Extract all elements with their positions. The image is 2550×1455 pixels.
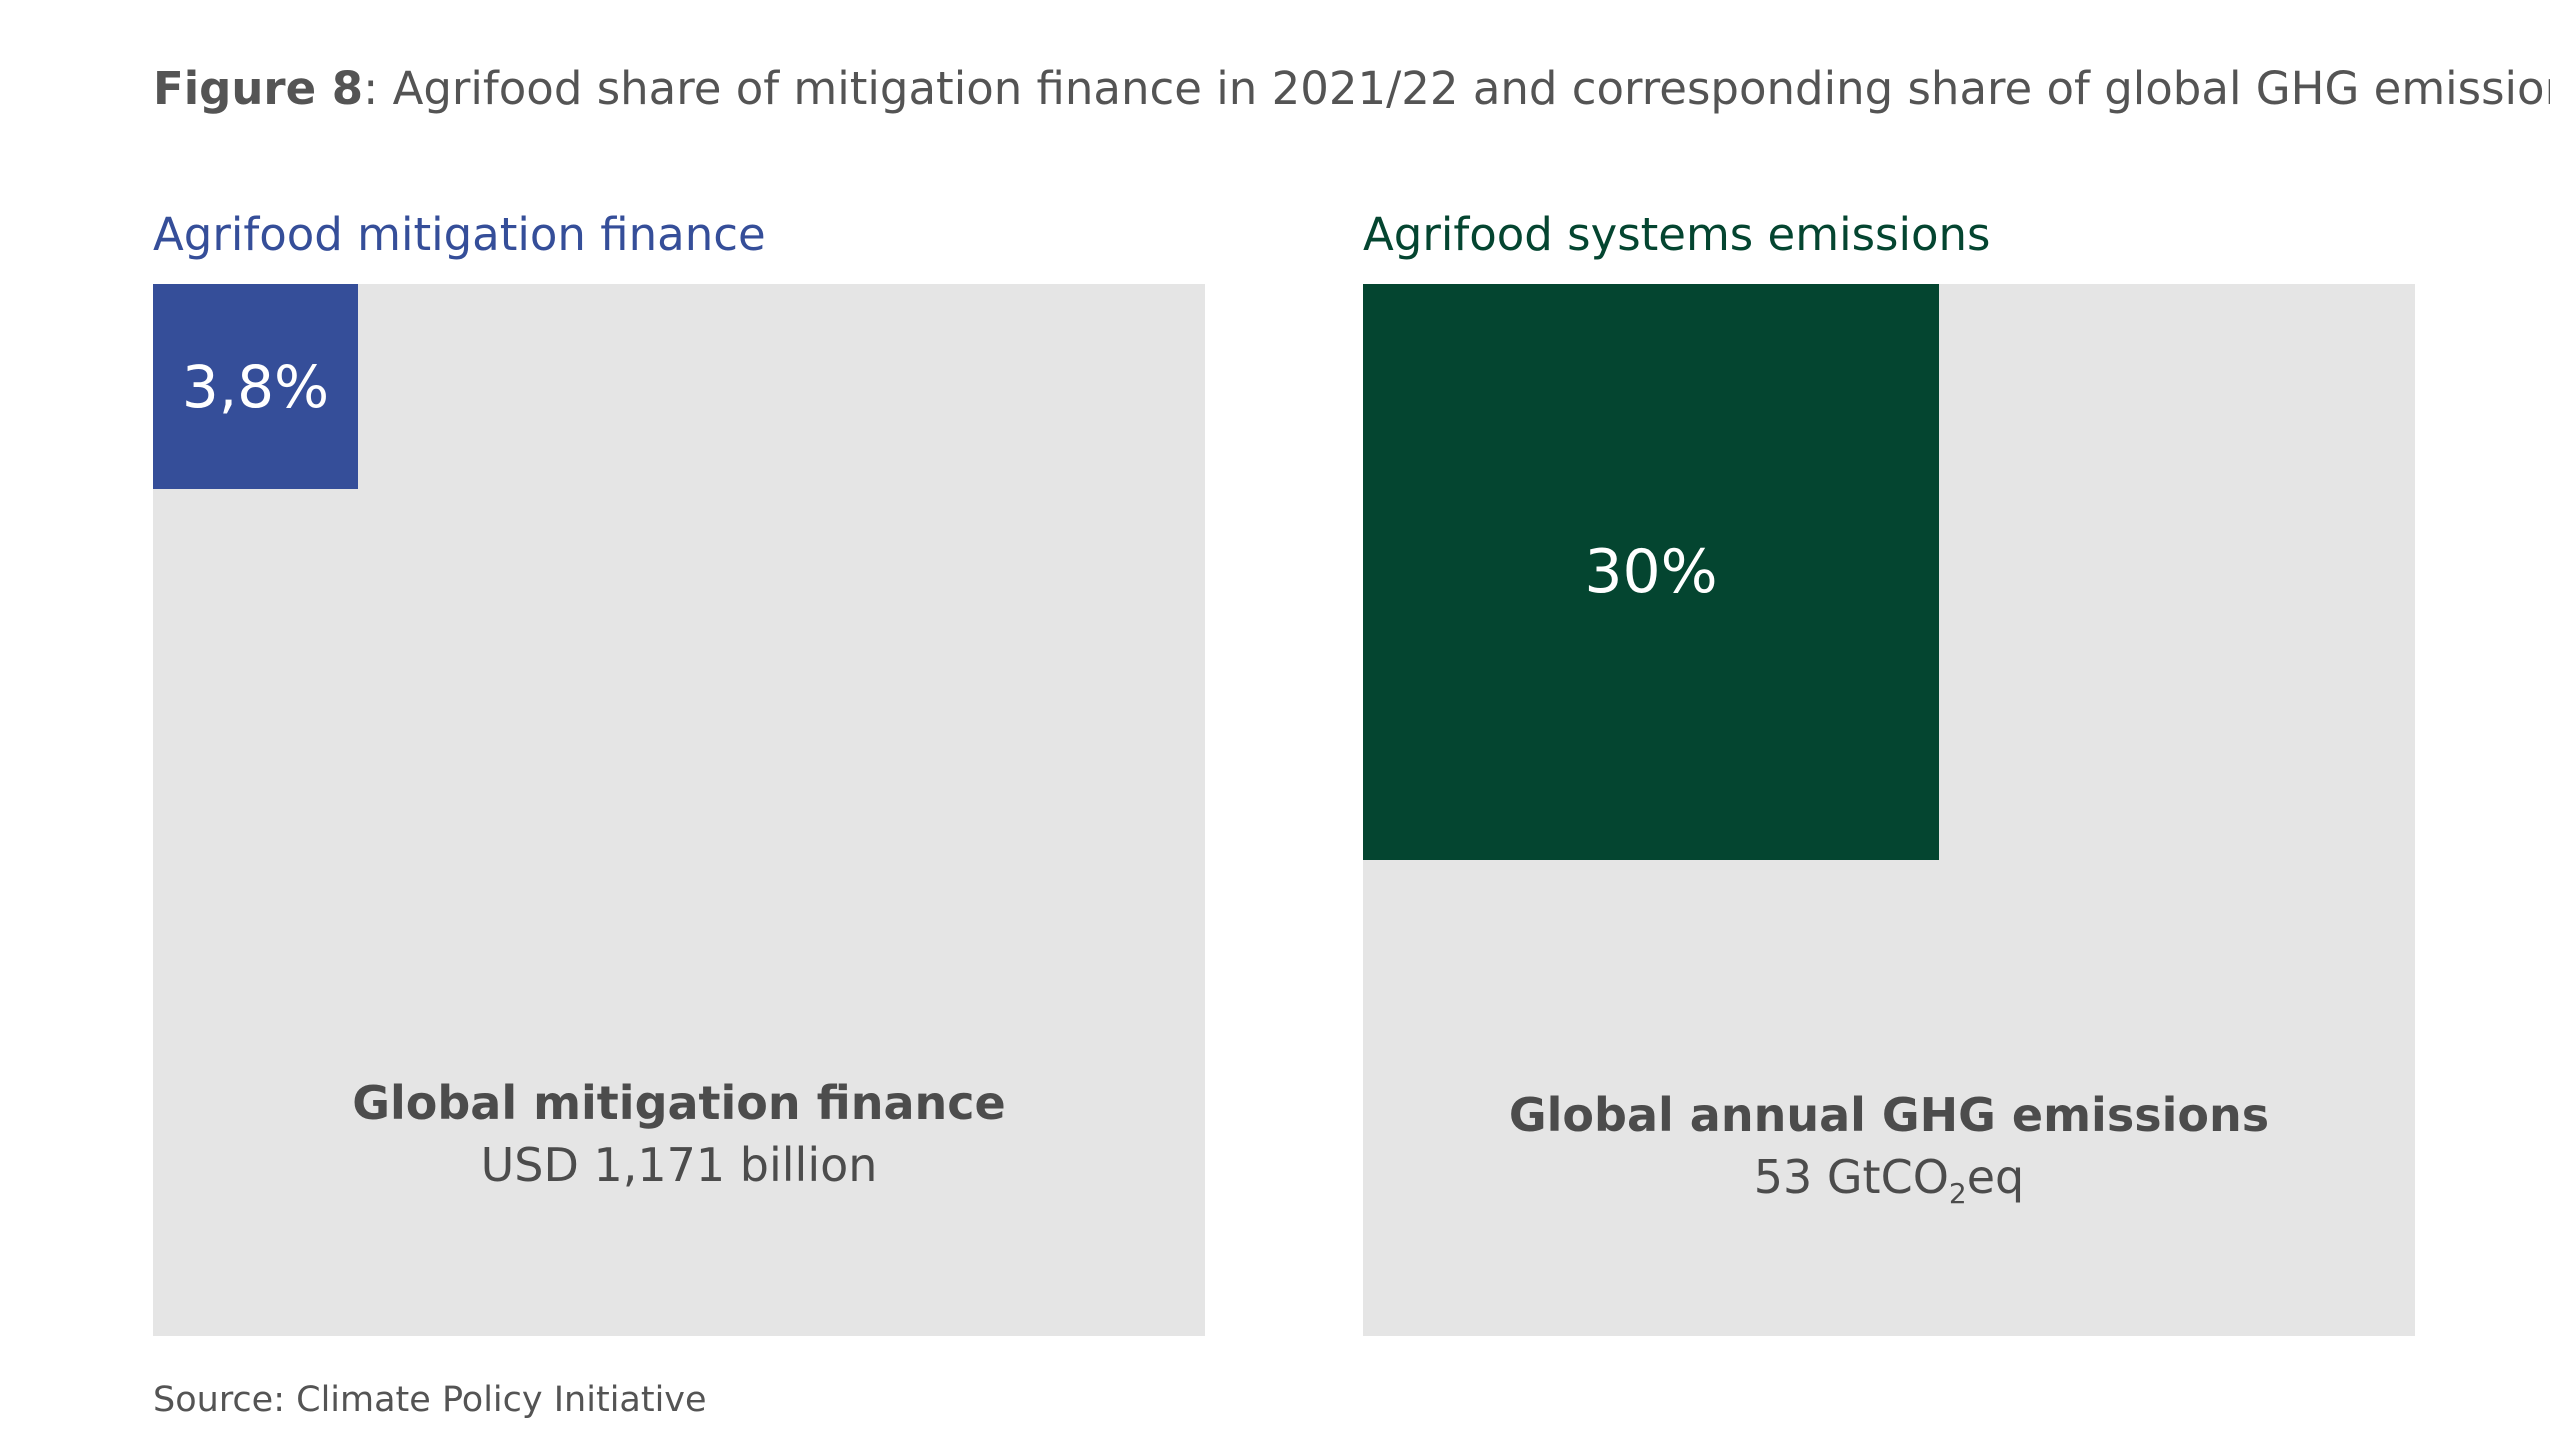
emissions-share-label: 30% xyxy=(1584,537,1718,607)
finance-share-label: 3,8% xyxy=(181,352,330,421)
emissions-total-value: 53 GtCO2eq xyxy=(1363,1146,2415,1208)
emissions-total-label: Global annual GHG emissions 53 GtCO2eq xyxy=(1363,1084,2415,1208)
finance-total-name: Global mitigation finance xyxy=(352,1076,1006,1130)
finance-total-label: Global mitigation finance USD 1,171 bill… xyxy=(153,1072,1205,1196)
emissions-share-box: 30% xyxy=(1363,284,1939,860)
emissions-total-value-suffix: eq xyxy=(1966,1150,2025,1204)
finance-share-box: 3,8% xyxy=(153,284,358,489)
emissions-total-value-subscript: 2 xyxy=(1948,1177,1967,1210)
emissions-panel-title: Agrifood systems emissions xyxy=(1363,208,1991,261)
emissions-total-name: Global annual GHG emissions xyxy=(1508,1088,2270,1142)
finance-panel-title: Agrifood mitigation finance xyxy=(153,208,766,261)
emissions-total-area: 30% Global annual GHG emissions 53 GtCO2… xyxy=(1363,284,2415,1336)
figure-label: Figure 8 xyxy=(153,62,364,115)
emissions-total-value-prefix: 53 GtCO xyxy=(1753,1150,1949,1204)
source-note: Source: Climate Policy Initiative xyxy=(153,1380,707,1420)
figure-title-text: : Agrifood share of mitigation finance i… xyxy=(363,62,2550,115)
figure-title: Figure 8: Agrifood share of mitigation f… xyxy=(153,62,2550,116)
finance-total-value: USD 1,171 billion xyxy=(480,1138,878,1192)
finance-total-area: 3,8% Global mitigation finance USD 1,171… xyxy=(153,284,1205,1336)
